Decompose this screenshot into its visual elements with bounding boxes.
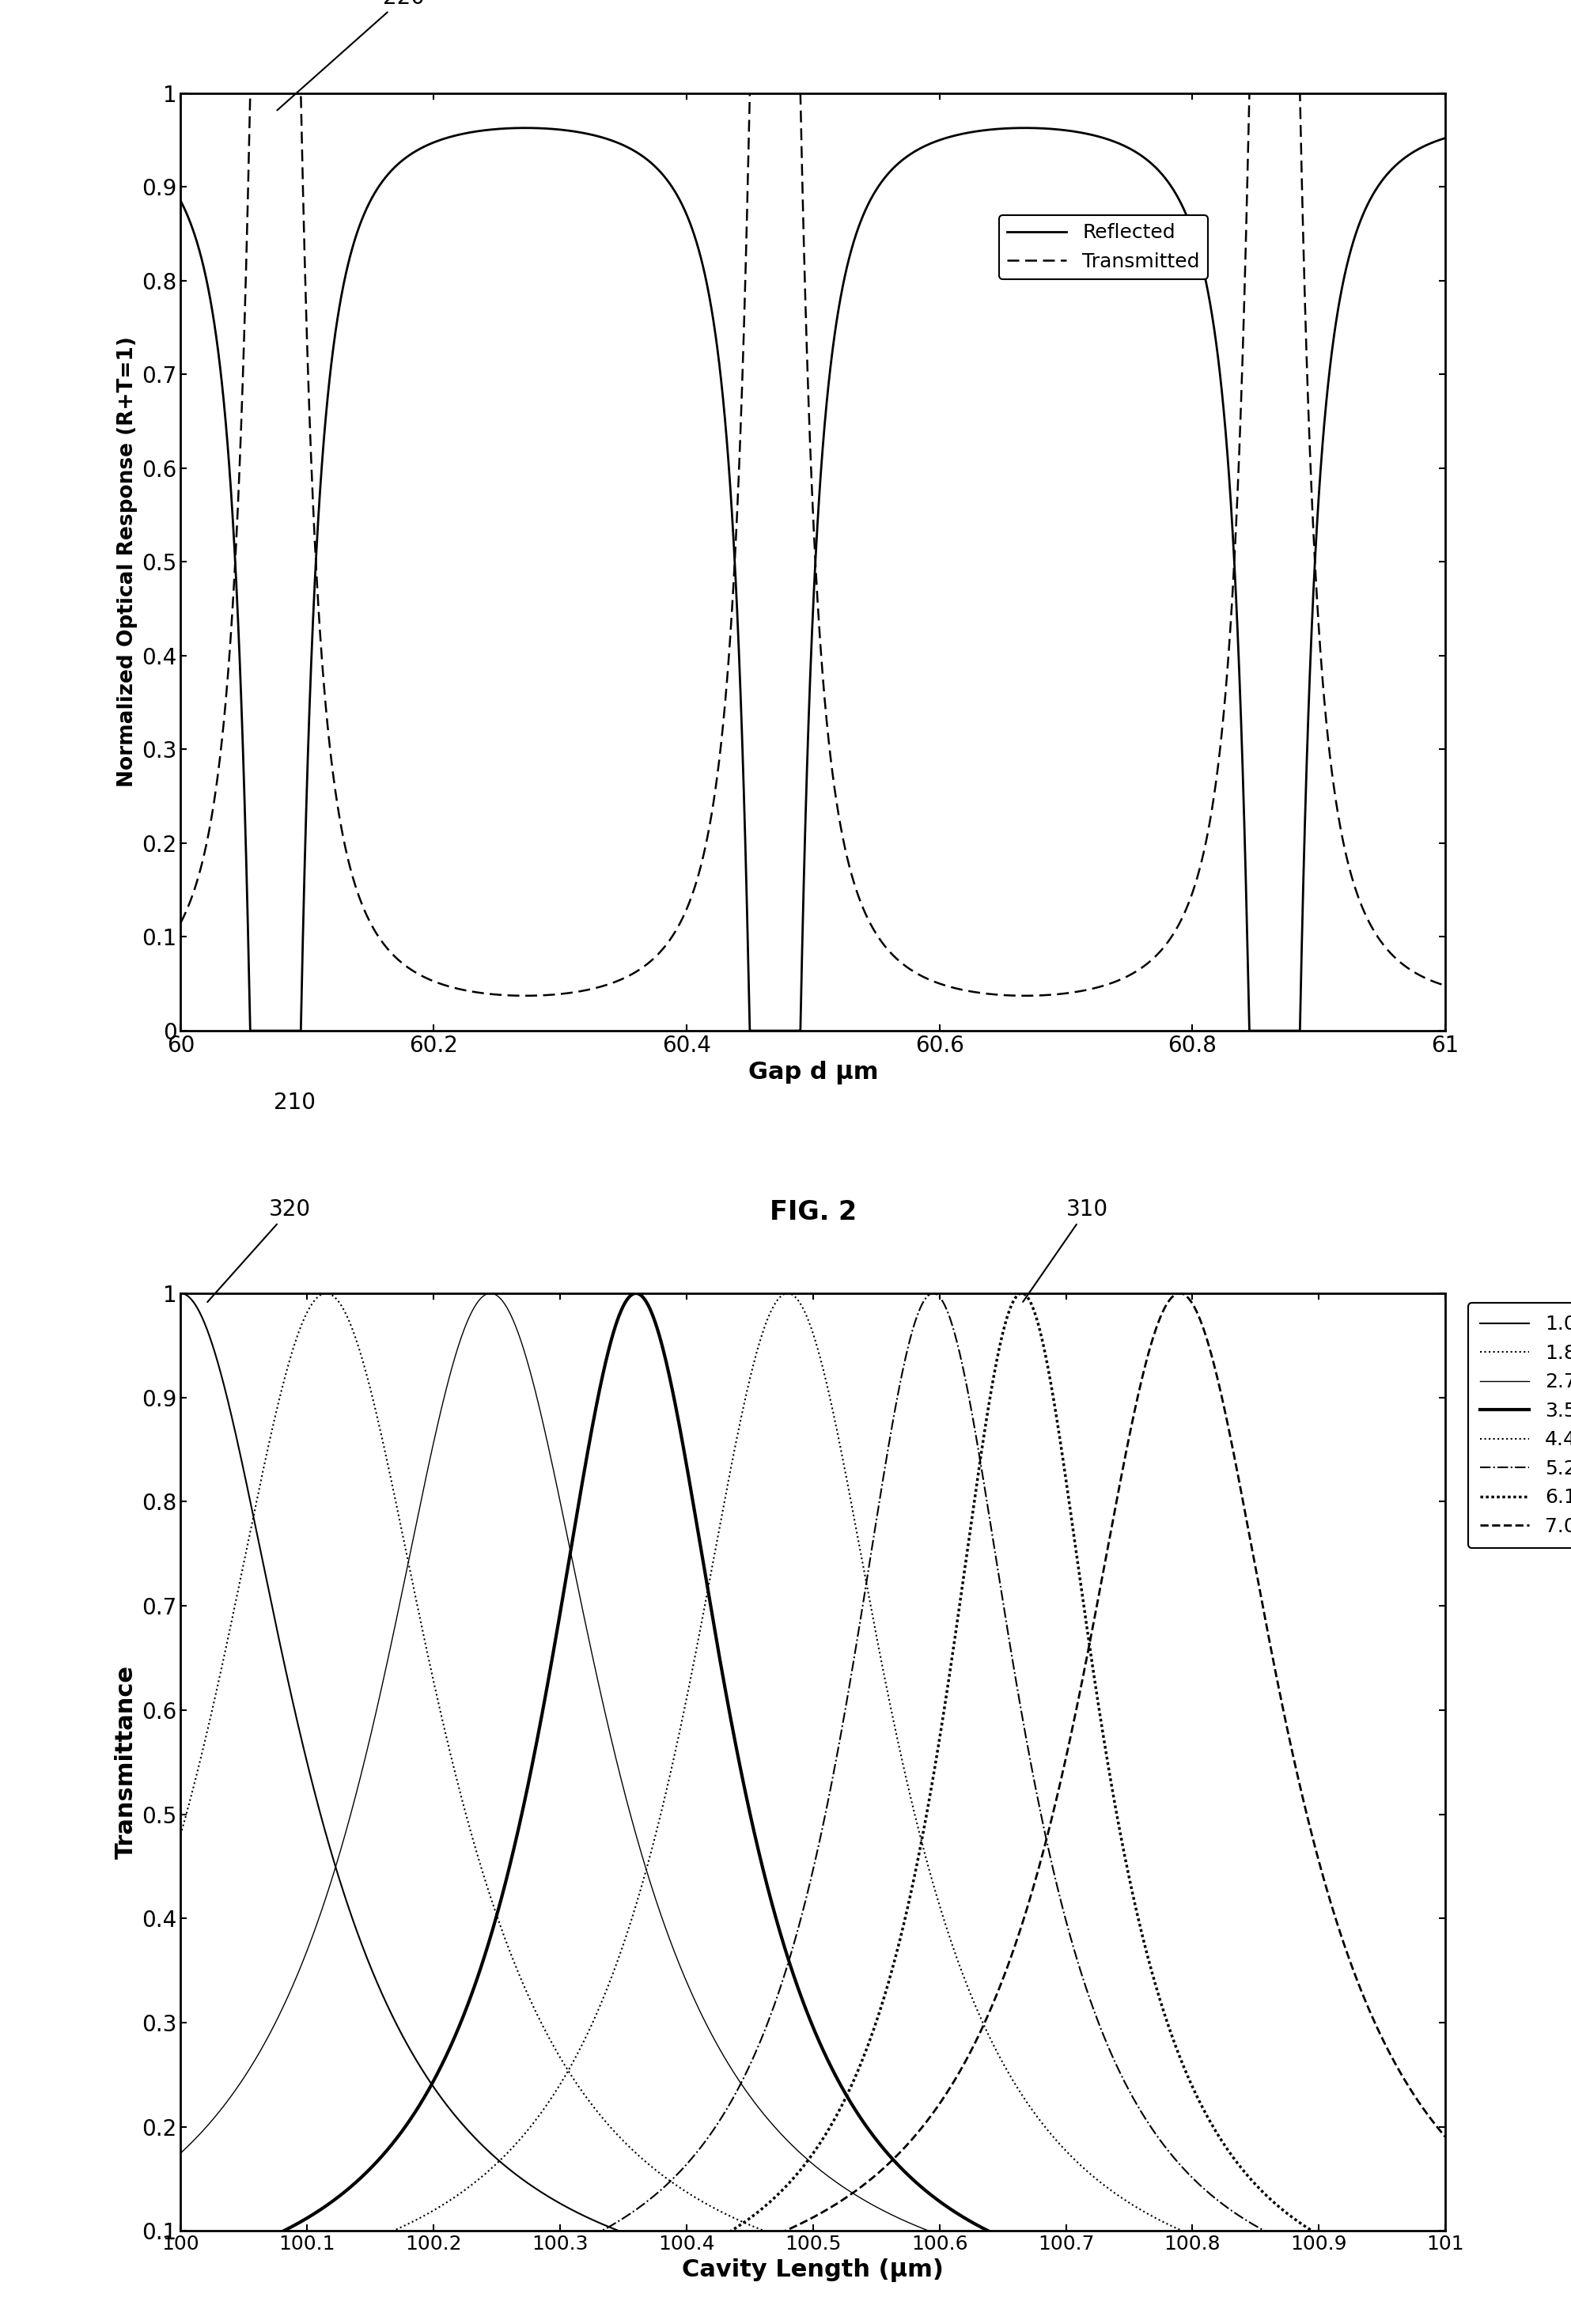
Line: Transmitted: Transmitted xyxy=(181,93,1445,995)
Reflected xyxy=(419,130,438,158)
Transmitted xyxy=(790,79,809,107)
Reflected xyxy=(223,509,242,537)
Text: 210: 210 xyxy=(273,1092,316,1113)
Transmitted xyxy=(240,79,259,107)
Reflected xyxy=(247,1018,265,1046)
Reflected xyxy=(171,186,190,214)
Y-axis label: Normalized Optical Response (R+T=1): Normalized Optical Response (R+T=1) xyxy=(116,337,137,788)
Transmitted xyxy=(515,981,534,1009)
Text: 310: 310 xyxy=(1023,1199,1108,1301)
Text: FIG. 2: FIG. 2 xyxy=(770,1199,856,1225)
Transmitted xyxy=(1368,925,1387,953)
Transmitted xyxy=(178,897,196,925)
Transmitted xyxy=(1436,971,1455,999)
Reflected xyxy=(1368,172,1387,200)
Reflected xyxy=(1436,123,1455,151)
Reflected xyxy=(515,114,534,142)
Reflected xyxy=(790,1018,809,1046)
Transmitted xyxy=(419,964,438,992)
Reflected xyxy=(178,200,196,228)
Transmitted xyxy=(247,79,265,107)
Transmitted xyxy=(171,909,190,937)
Y-axis label: Transmittance: Transmittance xyxy=(115,1666,137,1859)
X-axis label: Gap d μm: Gap d μm xyxy=(748,1062,878,1085)
Reflected xyxy=(240,1018,259,1046)
Line: Reflected: Reflected xyxy=(181,128,1445,1032)
Transmitted xyxy=(223,586,242,614)
Legend: Reflected, Transmitted: Reflected, Transmitted xyxy=(999,216,1208,279)
Text: 320: 320 xyxy=(207,1199,311,1301)
Legend: 1.00, 1.86, 2.71, 3.57, 4.43, 5.29, 6.14, 7.00: 1.00, 1.86, 2.71, 3.57, 4.43, 5.29, 6.14… xyxy=(1467,1304,1571,1548)
Text: 220: 220 xyxy=(276,0,424,109)
X-axis label: Cavity Length (μm): Cavity Length (μm) xyxy=(682,2259,944,2282)
